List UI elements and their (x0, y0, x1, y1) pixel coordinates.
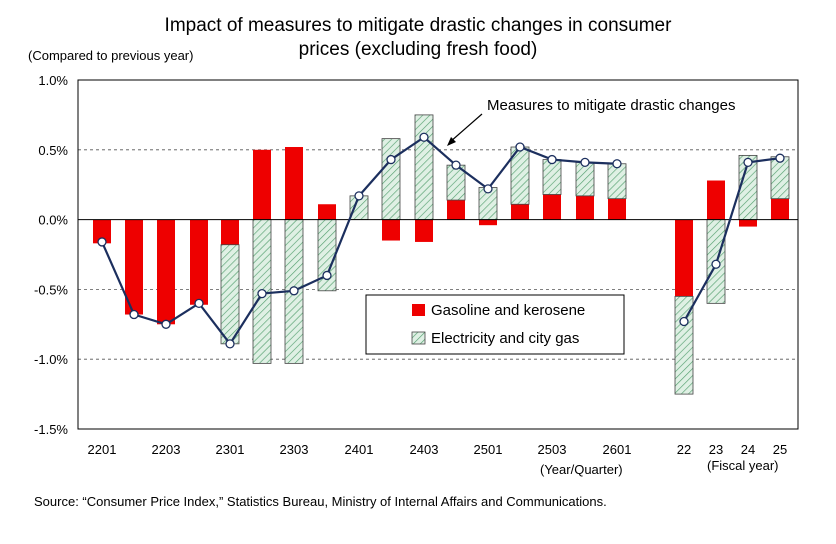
legend-swatch-electricity (411, 331, 426, 345)
line-point (386, 154, 396, 165)
x-tick-label: 23 (709, 442, 723, 457)
bar-gasoline (221, 219, 239, 245)
x-tick-label: 2601 (603, 442, 632, 457)
bar-gasoline (447, 200, 465, 220)
bar-gasoline (318, 204, 336, 220)
line-layer (97, 132, 785, 349)
line-point (612, 159, 622, 169)
y-tick-label: 1.0% (38, 73, 68, 88)
line-point (194, 298, 204, 309)
bar-gasoline (707, 180, 725, 220)
chart-subtitle: (Compared to previous year) (28, 48, 194, 63)
annotation-label: Measures to mitigate drastic changes (487, 97, 735, 114)
line-point (483, 184, 493, 194)
line-point (225, 339, 235, 349)
annotation-arrow-line (449, 113, 483, 143)
bar-gasoline (253, 149, 271, 220)
annotation: Measures to mitigate drastic changes (447, 97, 735, 146)
bar-gasoline (479, 219, 497, 226)
x-tick-label: 24 (741, 442, 755, 457)
bar-electricity (770, 156, 790, 200)
bar-gasoline (382, 219, 400, 241)
line-point (547, 154, 557, 165)
source-note: Source: “Consumer Price Index,” Statisti… (34, 494, 607, 509)
line-point (97, 237, 107, 247)
legend-label-electricity: Electricity and city gas (431, 330, 579, 347)
line-point (289, 286, 299, 296)
x-tick-label: 2401 (345, 442, 374, 457)
legend-label-gasoline: Gasoline and kerosene (431, 302, 585, 319)
x-tick-label: 2301 (216, 442, 245, 457)
legend-swatch-gasoline (412, 304, 425, 316)
x-tick-label: 2303 (280, 442, 309, 457)
line-point (711, 259, 721, 269)
x-tick-label: 22 (677, 442, 691, 457)
line-point (257, 288, 267, 299)
line-point (743, 157, 753, 168)
line-point (679, 316, 689, 327)
y-tick-label: -1.0% (34, 352, 68, 367)
bar-gasoline (771, 198, 789, 220)
x-axis-note-fiscal: (Fiscal year) (707, 458, 779, 473)
axes-layer (77, 79, 799, 430)
line-point (354, 191, 364, 201)
bar-gasoline (511, 204, 529, 220)
line-point (419, 132, 429, 142)
bar-gasoline (608, 198, 626, 220)
bar-gasoline (739, 219, 757, 227)
x-tick-label: 2201 (88, 442, 117, 457)
x-tick-label: 25 (773, 442, 787, 457)
bar-gasoline (675, 219, 693, 297)
bar-gasoline (543, 194, 561, 220)
x-axis-note-quarter: (Year/Quarter) (540, 462, 623, 477)
legend: Gasoline and kerosene Electricity and ci… (365, 294, 625, 355)
bar-electricity (542, 159, 562, 195)
labels-layer: 1.0% 0.5% 0.0% -0.5% -1.0% -1.5% 2201 2203 2301 2… (34, 73, 787, 457)
line-point (129, 309, 139, 320)
chart-title-line1: Impact of measures to mitigate drastic c… (164, 15, 672, 36)
line-series-fiscal (683, 157, 781, 323)
bar-electricity (220, 244, 240, 345)
y-tick-label: -1.5% (34, 422, 68, 437)
bar-gasoline (157, 219, 175, 325)
bar-electricity (575, 161, 595, 197)
annotation-arrow-head (447, 137, 456, 146)
x-tick-label: 2501 (474, 442, 503, 457)
bar-electricity (607, 163, 627, 200)
legend-box (365, 294, 625, 355)
line-point (515, 142, 525, 152)
bar-electricity (317, 219, 337, 292)
y-tick-label: 0.0% (38, 213, 68, 228)
bar-gasoline (125, 219, 143, 315)
bar-gasoline (190, 219, 208, 305)
bar-electricity (381, 138, 401, 221)
x-tick-label: 2203 (152, 442, 181, 457)
x-tick-label: 2503 (538, 442, 567, 457)
y-tick-label: -0.5% (34, 282, 68, 297)
chart-title: Impact of measures to mitigate drastic c… (0, 14, 836, 62)
chart-title-line2: prices (excluding fresh food) (298, 39, 538, 60)
line-point (580, 157, 590, 168)
bar-gasoline (93, 219, 111, 244)
line-point (451, 160, 461, 170)
line-point (161, 319, 171, 329)
bar-gasoline (285, 147, 303, 220)
y-tick-label: 0.5% (38, 143, 68, 158)
bar-gasoline (415, 219, 433, 242)
plot-frame (77, 79, 799, 430)
x-tick-label: 2403 (410, 442, 439, 457)
bar-gasoline (576, 195, 594, 220)
line-point (775, 153, 785, 163)
line-point (322, 270, 332, 281)
bar-electricity (414, 114, 434, 220)
